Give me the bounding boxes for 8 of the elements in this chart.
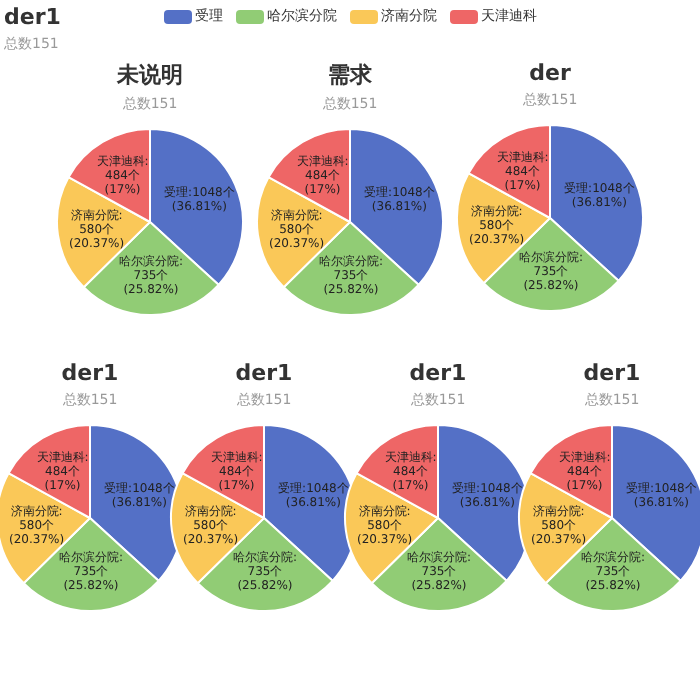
chart-title: der1 [581, 360, 643, 386]
chart-title: der1 [59, 360, 121, 386]
chart-title: 需求 [326, 60, 374, 90]
chart-title: der1 [233, 360, 295, 386]
text: der1 [4, 4, 61, 30]
text: 未说明 [115, 60, 185, 90]
chart-title: der [527, 60, 573, 86]
chart-title: der1 [407, 360, 469, 386]
